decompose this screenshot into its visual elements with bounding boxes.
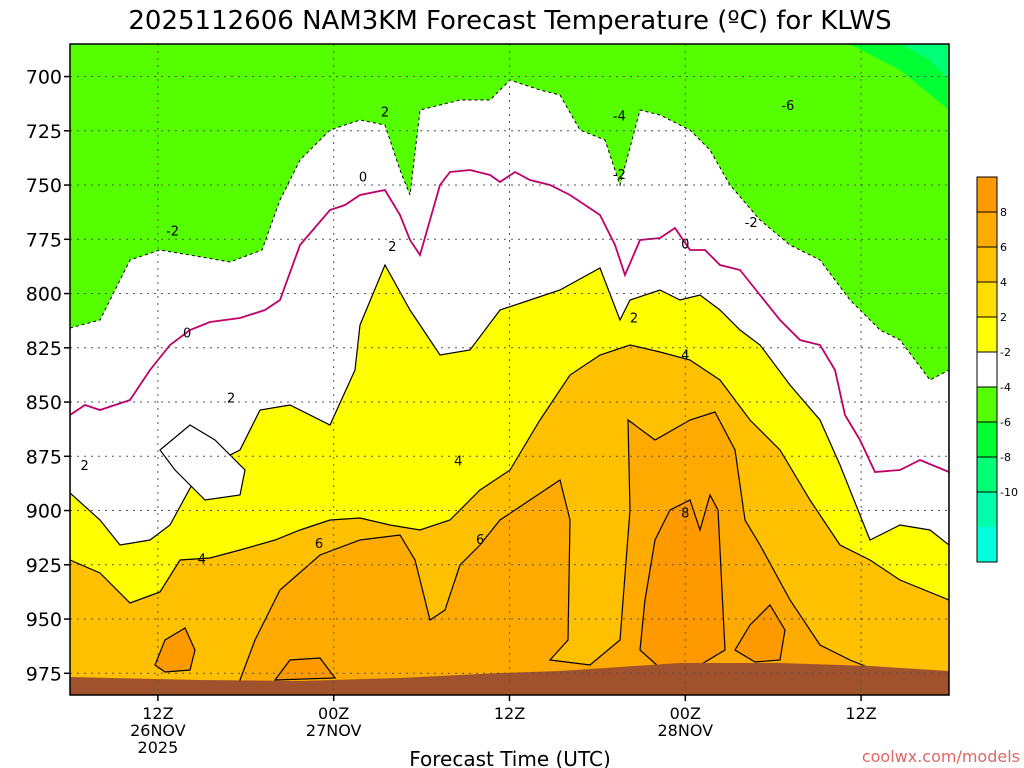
x-tick-label: 12Z (845, 704, 876, 723)
contour-label: 2 (81, 459, 89, 474)
x-axis-label: Forecast Time (UTC) (409, 747, 611, 768)
colorbar-band (977, 282, 997, 317)
colorbar-label: 8 (1000, 206, 1007, 219)
x-tick-label: 28NOV (658, 721, 714, 740)
band-minus6-minus8 (900, 44, 949, 80)
x-tick-label: 00Z (318, 704, 349, 723)
contour-label: -4 (613, 110, 626, 125)
contour-label: 2 (227, 392, 235, 407)
y-tick-label: 850 (26, 392, 62, 414)
y-tick-label: 950 (26, 609, 62, 631)
band-6-8-sfc (273, 657, 337, 681)
contour-label: 4 (681, 348, 689, 363)
y-tick-label: 825 (26, 338, 62, 360)
isotherm-zero (70, 169, 949, 473)
y-axis: 700 725 750 775 800 825 850 875 900 925 950 975 (26, 67, 70, 685)
watermark: coolwx.com/models (862, 747, 1020, 766)
contour-label: 0 (681, 238, 689, 253)
colorbar-label: 6 (1000, 241, 1007, 254)
colorbar-band (977, 317, 997, 352)
y-tick-label: 975 (26, 663, 62, 685)
colorbar: 8 6 4 2 -2 -4 -6 -8 -10 (976, 176, 1018, 563)
colorbar-label: 4 (1000, 276, 1007, 289)
contour-label: -2 (166, 225, 179, 240)
contour-label: 4 (198, 552, 206, 567)
colorbar-band (977, 212, 997, 247)
x-tick-label: 00Z (670, 704, 701, 723)
contour-label: 6 (315, 537, 323, 552)
band-minus2-minus4 (70, 44, 949, 381)
y-tick-label: 775 (26, 229, 62, 251)
colorbar-label: -10 (1000, 486, 1018, 499)
y-tick-label: 750 (26, 175, 62, 197)
colorbar-band (977, 247, 997, 282)
colorbar-label: -2 (1000, 346, 1011, 359)
ground-terrain (70, 663, 949, 695)
y-tick-label: 900 (26, 501, 62, 523)
colorbar-band (977, 422, 997, 457)
contour-label: 0 (183, 327, 191, 342)
band-6-8-west (154, 627, 196, 673)
colorbar-label: 2 (1000, 311, 1007, 324)
colorbar-label: -4 (1000, 381, 1011, 394)
colorbar-band (977, 457, 997, 492)
colorbar-label: -6 (1000, 416, 1011, 429)
y-tick-label: 700 (26, 67, 62, 89)
contour-label: 4 (454, 455, 462, 470)
x-tick-label: 27NOV (306, 721, 362, 740)
y-tick-label: 875 (26, 446, 62, 468)
contour-label: 0 (359, 170, 367, 185)
chart-title: 2025112606 NAM3KM Forecast Temperature (… (128, 6, 891, 36)
band-0-2-lower (159, 424, 246, 501)
x-tick-label: 12Z (494, 704, 525, 723)
contour-labels: -4 -6 2 -2 0 -2 -2 0 2 2 0 4 2 2 4 6 6 4 8 (81, 99, 795, 568)
contour-label: -2 (745, 216, 758, 231)
y-tick-label: 725 (26, 121, 62, 143)
colorbar-band (977, 387, 997, 422)
colorbar-label: -8 (1000, 451, 1011, 464)
band-6-8-small (734, 604, 786, 663)
contour-label: 6 (476, 533, 484, 548)
x-tick-label: 2025 (138, 738, 179, 757)
colorbar-band (977, 177, 997, 212)
colorbar-band (977, 527, 997, 562)
colorbar-band (977, 492, 997, 527)
contour-label: 2 (388, 240, 396, 255)
y-tick-label: 925 (26, 555, 62, 577)
colorbar-frame (976, 176, 998, 563)
x-tick-label: 12Z (142, 704, 173, 723)
contour-label: 8 (681, 507, 689, 522)
contour-label: 2 (381, 105, 389, 120)
contour-label: -6 (781, 99, 794, 114)
contour-label: 2 (630, 311, 638, 326)
colorbar-band (977, 352, 997, 387)
x-tick-label: 26NOV (130, 721, 186, 740)
band-minus4-minus6 (850, 44, 949, 110)
y-tick-label: 800 (26, 284, 62, 306)
contour-label: -2 (613, 168, 626, 183)
